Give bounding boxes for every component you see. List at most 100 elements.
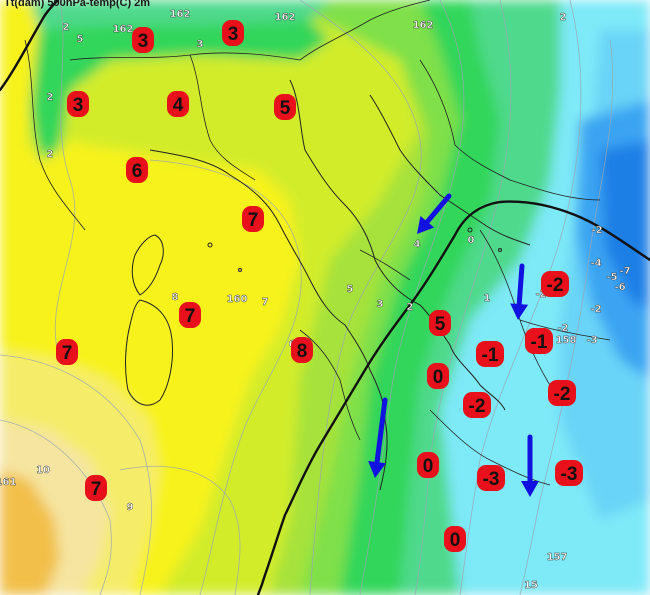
coastline-adriatic: [289, 79, 506, 411]
temperature-marker-bg: [242, 206, 264, 232]
temperature-marker-bg: [477, 465, 505, 491]
contour-label: 0: [468, 235, 475, 246]
contour-label: 158: [556, 335, 577, 346]
temperature-marker-label: 3: [228, 24, 239, 45]
contour-label: 160: [227, 294, 248, 305]
contour-label: 15: [524, 580, 538, 591]
temperature-marker-bg: [555, 460, 583, 486]
temperature-marker: -3: [477, 465, 505, 491]
island-corsica: [131, 234, 164, 296]
temperature-marker: 7: [85, 475, 107, 501]
contour-line: [0, 419, 112, 595]
contour-label: 162: [170, 9, 191, 20]
temperature-marker-label: -2: [469, 396, 486, 417]
temperature-marker-bg: [444, 526, 466, 552]
land-border: [299, 329, 361, 441]
land-border: [519, 319, 611, 341]
contour-label: 161: [0, 477, 16, 488]
field-turquoise-top: [30, 0, 330, 30]
temperature-marker: 7: [242, 206, 264, 232]
temperature-marker-label: 0: [433, 367, 444, 388]
contour-label: 2: [560, 12, 567, 23]
wind-arrow: [510, 263, 529, 320]
contour-label: -2: [535, 289, 546, 300]
temperature-marker-label: 3: [138, 31, 149, 52]
temperature-marker-bg: [126, 157, 148, 183]
contour-label: 9: [127, 502, 134, 513]
temperature-marker: 7: [179, 302, 201, 328]
contour-label: 2: [47, 92, 54, 103]
field-green-alpine: [30, 10, 330, 160]
contour-label: 2: [47, 149, 54, 160]
contour-label: -5: [606, 272, 617, 283]
contour-label: 5: [77, 34, 84, 45]
contour-line: [459, 0, 582, 595]
contour-label-layer: 1621621621622222334455678910161160012-2-…: [0, 9, 631, 591]
island-sardinia: [125, 299, 173, 406]
contour-label: 10: [36, 465, 50, 476]
contour-line: [119, 465, 241, 595]
temperature-marker-bg: [541, 271, 569, 297]
boundary-main: [256, 200, 650, 595]
land-border: [359, 249, 411, 281]
temperature-marker-label: 7: [248, 210, 259, 231]
temperature-marker: 5: [274, 94, 296, 120]
contour-label: 162: [275, 12, 296, 23]
contour-line: [0, 354, 152, 595]
field-yellow-west: [0, 0, 40, 200]
wind-arrow: [521, 434, 539, 497]
temperature-marker-label: 3: [73, 95, 84, 116]
island: [238, 268, 242, 272]
contour-label: -2: [590, 304, 601, 315]
temperature-marker-label: -2: [554, 384, 571, 405]
temperature-marker-label: -3: [561, 464, 578, 485]
land-border: [299, 0, 431, 61]
field-orange: [0, 470, 60, 595]
temperature-marker-bg: [67, 91, 89, 117]
temperature-marker-label: 7: [62, 343, 73, 364]
contour-label: -6: [614, 282, 625, 293]
temperature-marker-label: 5: [435, 314, 446, 335]
temperature-marker: -2: [548, 380, 576, 406]
wind-arrow-shaft: [516, 263, 525, 307]
temperature-marker: 6: [126, 157, 148, 183]
temperature-marker: 0: [427, 363, 449, 389]
temperature-marker: 0: [417, 452, 439, 478]
temperature-marker-bg: [427, 363, 449, 389]
temperature-marker: 3: [222, 20, 244, 46]
temperature-marker: -3: [555, 460, 583, 486]
contour-label: 1: [484, 293, 491, 304]
temperature-marker: 0: [444, 526, 466, 552]
temperature-marker-label: 4: [173, 95, 184, 116]
land-border: [24, 39, 86, 231]
temperature-marker-label: 8: [297, 341, 308, 362]
contour-line: [519, 39, 614, 595]
land-border: [189, 54, 256, 181]
contour-label: 162: [113, 24, 134, 35]
wind-arrow-head: [417, 215, 435, 234]
field-deep-blue: [600, 140, 650, 310]
contour-label: 4: [414, 239, 421, 250]
temperature-marker: 4: [167, 91, 189, 117]
temperature-marker-label: -1: [531, 332, 548, 353]
map-header: Tt(dam) 500hPa-temp(C) 2m: [4, 0, 150, 9]
temperature-marker-bg: [291, 337, 313, 363]
boundary-west: [0, 0, 60, 92]
temperature-marker-label: 0: [423, 456, 434, 477]
contour-label: 2: [407, 302, 414, 313]
island: [498, 248, 502, 252]
temperature-marker-bg: [417, 452, 439, 478]
contour-label: -2: [591, 225, 602, 236]
temperature-marker: -1: [525, 328, 553, 354]
contour-label: -4: [590, 258, 601, 269]
contour-label: 2: [63, 22, 70, 33]
wind-arrow: [368, 397, 388, 478]
contour-label: -3: [586, 335, 597, 346]
temperature-marker-bg: [476, 341, 504, 367]
wind-arrow-head: [510, 303, 529, 320]
wind-arrow: [417, 193, 452, 234]
wind-arrow-shaft: [424, 193, 452, 225]
temperature-marker-label: -2: [547, 275, 564, 296]
contour-label: -7: [619, 266, 630, 277]
